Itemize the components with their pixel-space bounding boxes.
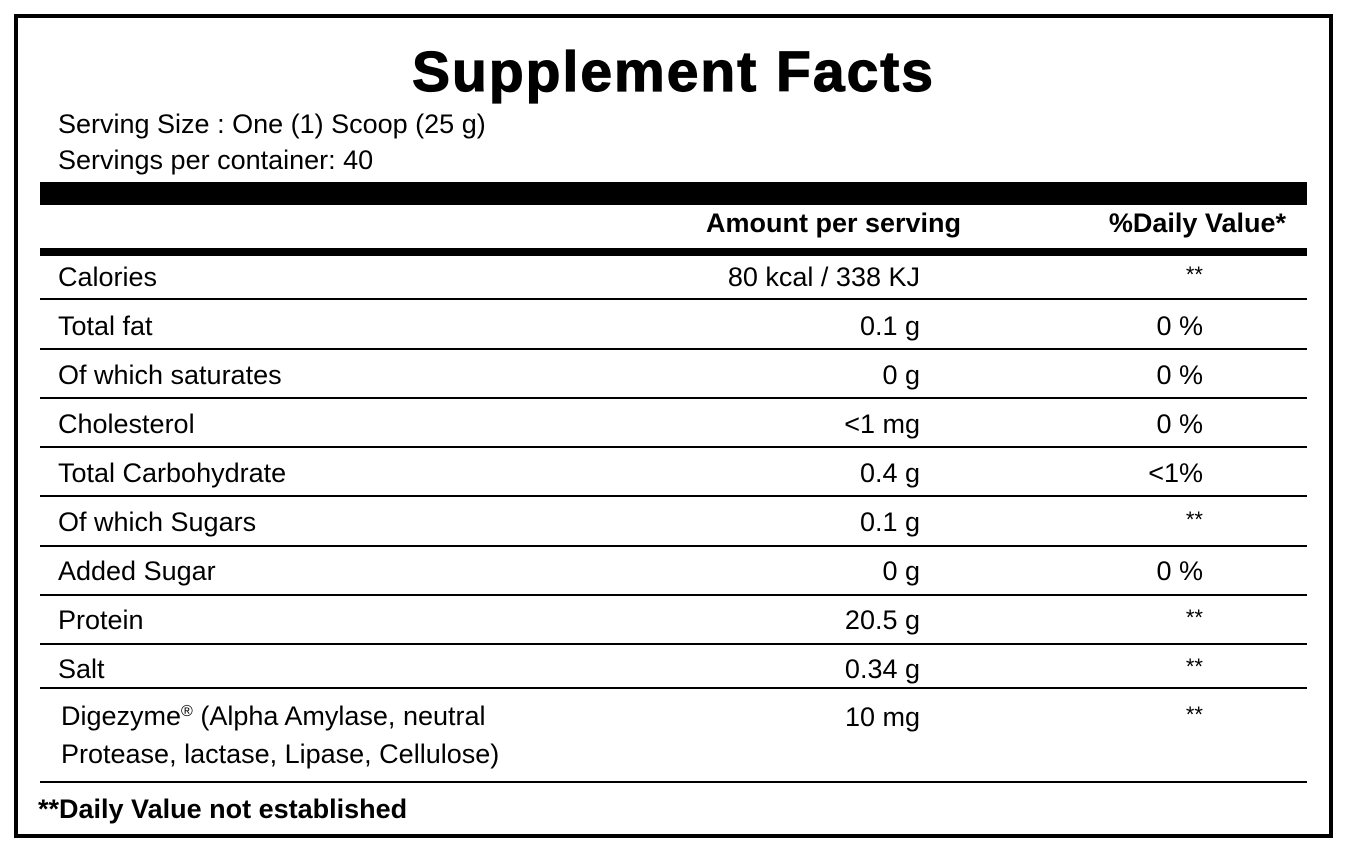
digezyme-enzymes-line-2: Protease, lactase, Lipase, Cellulose)	[61, 739, 500, 769]
nutrient-name: Protein	[58, 605, 144, 635]
nutrient-name: Added Sugar	[58, 556, 216, 586]
nutrient-amount: 20.5 g	[844, 605, 920, 635]
nutrient-name: Total Carbohydrate	[58, 458, 287, 488]
nutrient-name: Total fat	[58, 311, 153, 341]
row-divider	[40, 643, 1307, 645]
thick-divider-header	[40, 248, 1307, 256]
supplement-facts-panel: Supplement Facts	[14, 14, 1333, 838]
nutrient-daily-value: 0 %	[1156, 360, 1203, 390]
nutrient-daily-value: **	[1185, 262, 1203, 287]
nutrient-amount: 0 g	[882, 556, 920, 586]
nutrient-name: Calories	[58, 262, 158, 292]
nutrient-amount: 0.4 g	[859, 458, 920, 488]
nutrient-amount: 0.1 g	[859, 311, 920, 341]
footnote: **Daily Value not established	[38, 794, 408, 824]
nutrient-name: Of which saturates	[58, 360, 282, 390]
nutrient-name: Cholesterol	[58, 409, 195, 439]
row-divider	[40, 298, 1307, 300]
row-divider	[40, 495, 1307, 497]
row-divider	[40, 545, 1307, 547]
digezyme-enzymes-line-1: (Alpha Amylase, neutral	[192, 701, 486, 731]
row-divider	[40, 397, 1307, 399]
digezyme-name: Digezyme	[61, 701, 182, 731]
column-header-amount: Amount per serving	[706, 208, 962, 238]
nutrient-name: Of which Sugars	[58, 507, 257, 537]
row-divider	[40, 446, 1307, 448]
nutrient-amount: 0.1 g	[859, 507, 920, 537]
serving-size: Serving Size : One (1) Scoop (25 g)	[58, 109, 486, 139]
panel-title: Supplement Facts	[411, 40, 935, 104]
nutrient-daily-value: **	[1185, 507, 1203, 532]
thick-divider-top	[40, 182, 1307, 205]
nutrient-daily-value: 0 %	[1156, 409, 1203, 439]
nutrient-amount: 80 kcal / 338 KJ	[727, 262, 920, 292]
row-divider	[40, 781, 1307, 783]
digezyme-description: Digezyme® (Alpha Amylase, neutral Protea…	[61, 697, 499, 773]
servings-per-container: Servings per container: 40	[58, 145, 374, 175]
nutrient-daily-value: **	[1185, 605, 1203, 630]
row-divider	[40, 348, 1307, 350]
nutrient-amount: 0 g	[882, 360, 920, 390]
row-divider	[40, 594, 1307, 596]
nutrient-name: Salt	[58, 654, 105, 684]
registered-trademark-mark: ®	[181, 703, 193, 720]
row-divider	[40, 687, 1307, 689]
nutrient-amount: 0.34 g	[844, 654, 920, 684]
nutrient-daily-value: 0 %	[1156, 556, 1203, 586]
nutrient-amount: <1 mg	[844, 409, 920, 439]
nutrient-daily-value: <1%	[1148, 458, 1203, 488]
column-header-daily-value: %Daily Value*	[1108, 208, 1286, 238]
nutrient-amount: 10 mg	[844, 702, 920, 732]
nutrient-daily-value: **	[1185, 654, 1203, 679]
nutrient-row-digezyme: Digezyme® (Alpha Amylase, neutral Protea…	[40, 697, 1307, 777]
nutrient-daily-value: 0 %	[1156, 311, 1203, 341]
nutrient-daily-value: **	[1185, 702, 1203, 727]
